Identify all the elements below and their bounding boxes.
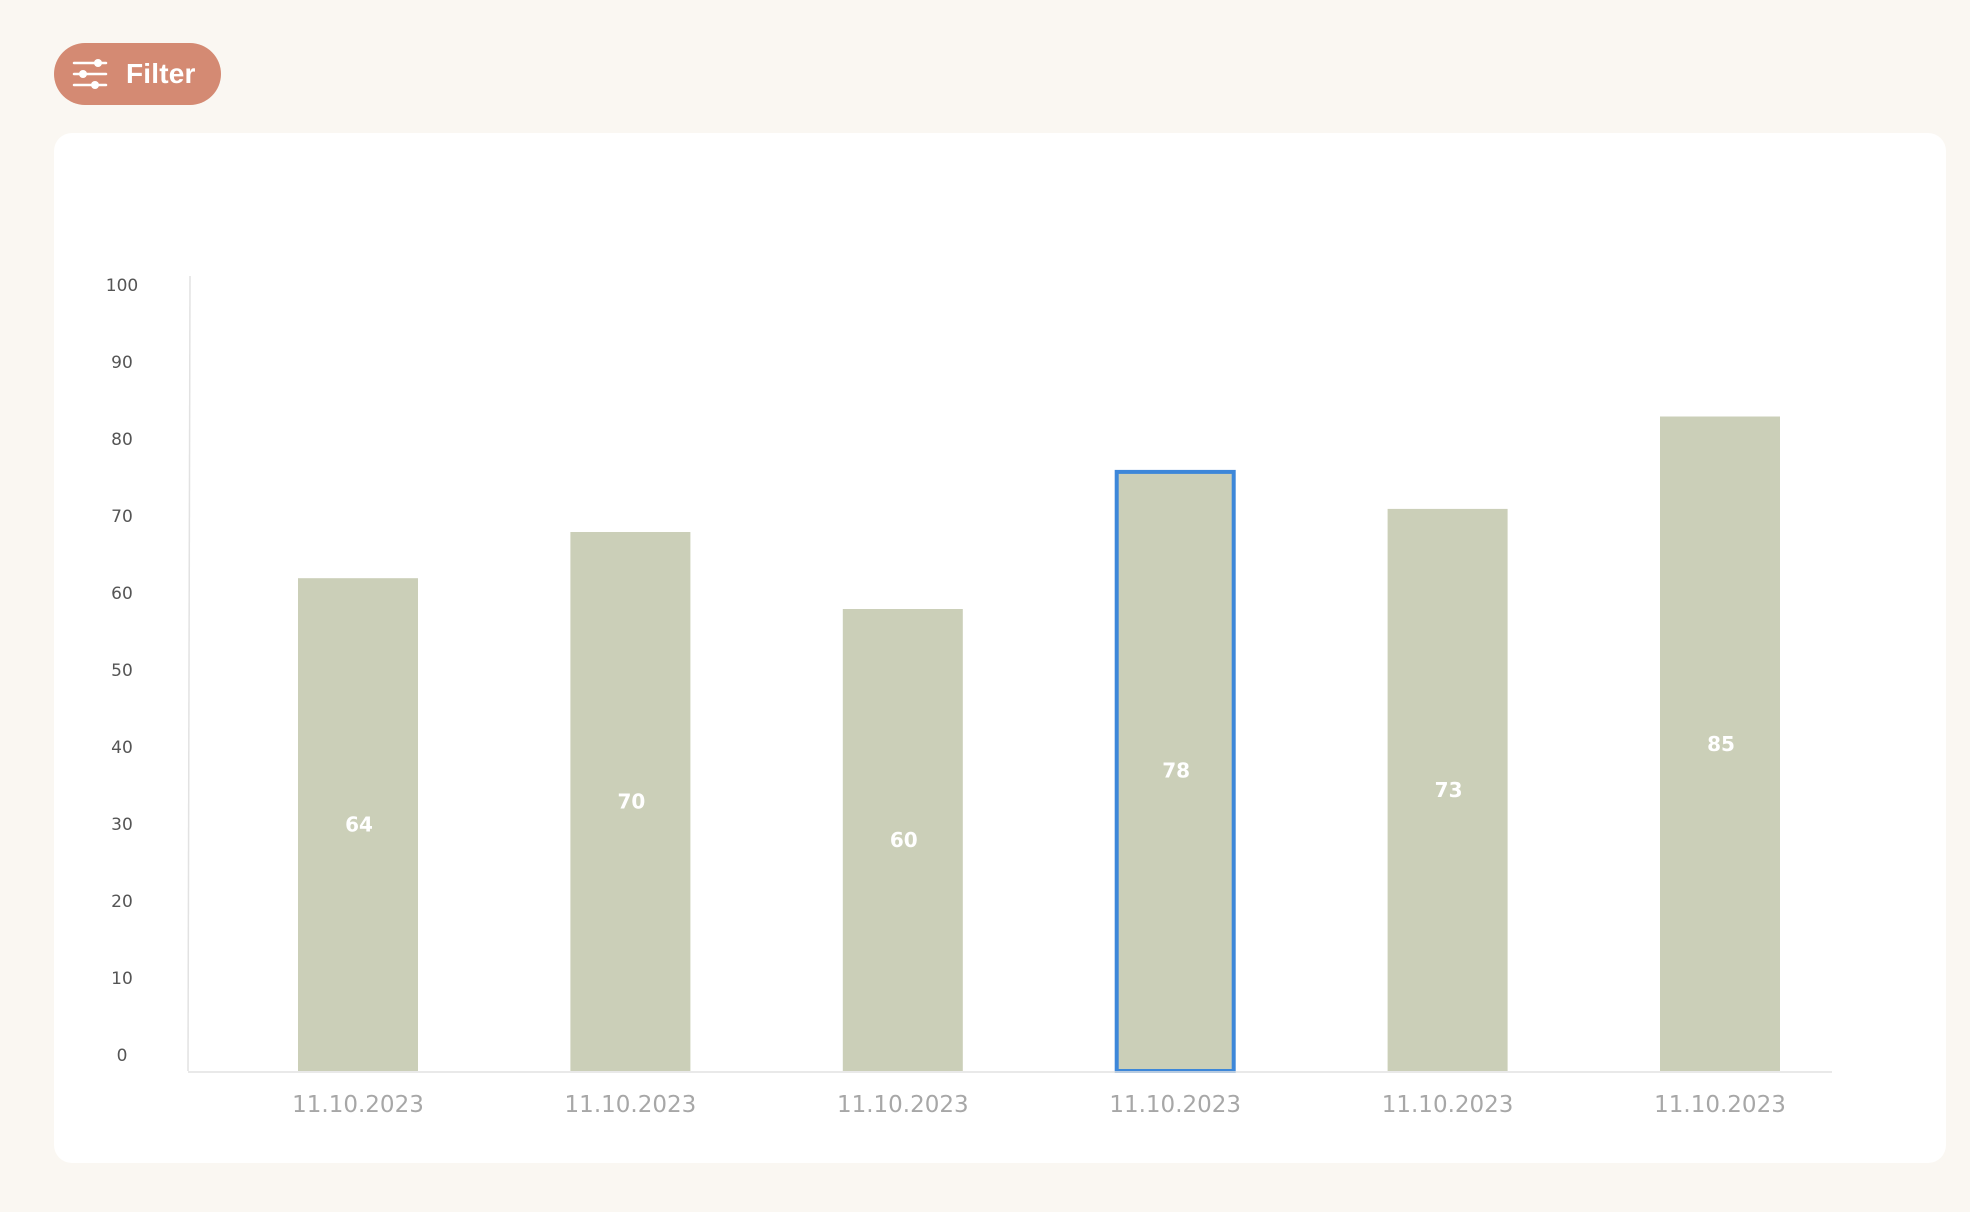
y-tick-label: 20 [111, 892, 133, 912]
filter-button-label: Filter [126, 58, 196, 89]
sliders-icon [72, 58, 108, 90]
y-tick-label: 50 [111, 661, 133, 681]
bar-chart: 0 10 20 30 40 50 60 70 80 90 100 64 70 60 78 73 85 11.1… [106, 275, 1832, 1118]
bar-value-label: 70 [617, 790, 645, 814]
y-tick-label: 60 [111, 584, 133, 604]
bar[interactable] [1115, 470, 1236, 1071]
y-tick-label: 70 [111, 507, 133, 527]
y-tick-label: 90 [111, 353, 133, 373]
chart-card: 0 10 20 30 40 50 60 70 80 90 100 64 70 60 78 73 85 11.1… [54, 133, 1946, 1163]
bar-value-label: 64 [345, 813, 373, 837]
y-tick-label: 0 [117, 1046, 128, 1066]
bars: 64 70 60 78 73 85 [298, 416, 1780, 1073]
x-tick-label: 11.10.2023 [565, 1092, 697, 1118]
y-axis-line [187, 275, 191, 1072]
y-tick-label: 40 [111, 738, 133, 758]
y-tick-label: 10 [111, 969, 133, 989]
y-tick-label: 80 [111, 430, 133, 450]
bar-selection-outline [1114, 469, 1236, 1073]
bar[interactable] [1660, 416, 1780, 1072]
x-axis: 11.10.2023 11.10.2023 11.10.2023 11.10.2023… [188, 1071, 1832, 1118]
bar[interactable] [1387, 508, 1508, 1071]
filter-button[interactable]: Filter [54, 43, 221, 105]
y-tick-label: 100 [106, 276, 138, 296]
bar[interactable] [842, 609, 963, 1071]
bar-value-label: 73 [1435, 778, 1463, 802]
bar-value-label: 85 [1707, 732, 1735, 756]
x-tick-label: 11.10.2023 [292, 1092, 424, 1118]
x-tick-label: 11.10.2023 [1382, 1092, 1514, 1118]
x-tick-label: 11.10.2023 [1654, 1092, 1786, 1118]
y-axis: 0 10 20 30 40 50 60 70 80 90 100 [106, 275, 191, 1072]
bar-value-label: 60 [890, 828, 918, 852]
bar[interactable] [298, 578, 418, 1071]
bar-value-label: 78 [1162, 759, 1190, 783]
y-tick-label: 30 [111, 815, 133, 835]
bar[interactable] [570, 532, 691, 1071]
x-tick-label: 11.10.2023 [1109, 1092, 1241, 1118]
x-tick-label: 11.10.2023 [837, 1092, 969, 1118]
